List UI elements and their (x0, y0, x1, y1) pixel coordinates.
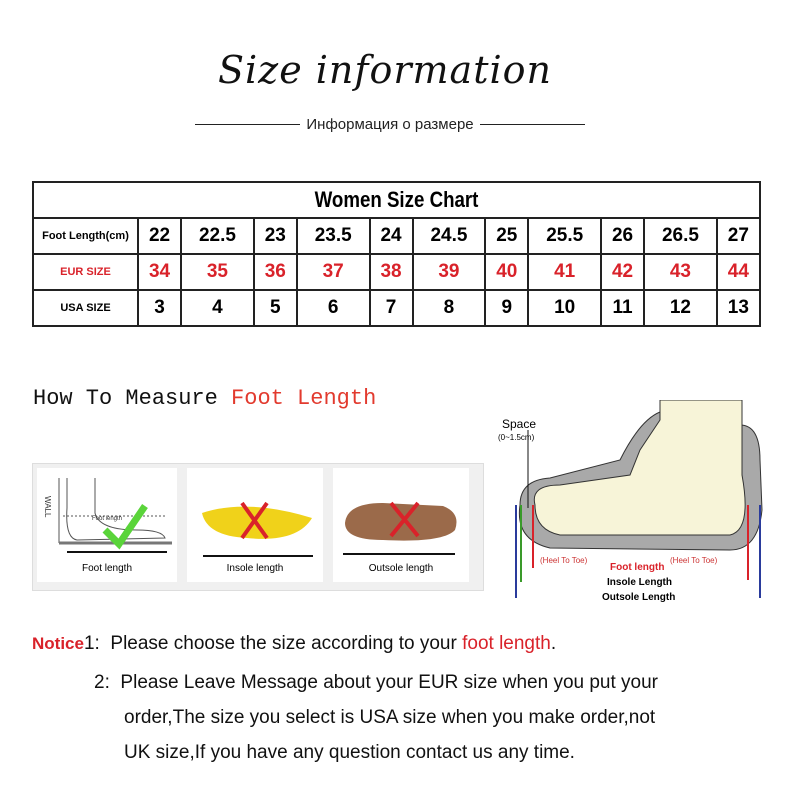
method-caption: Foot length (81, 563, 133, 574)
table-cell: 39 (411, 253, 487, 291)
table-cell: 43 (643, 253, 718, 291)
row-header: EUR SIZE (32, 253, 139, 291)
method-foot-length: WALL Foot length Foot length (37, 468, 177, 582)
row-header: Foot Length(cm) (32, 217, 139, 255)
table-cell: 27 (715, 217, 762, 255)
insole-illustration (202, 501, 313, 557)
subtitle-text: Информация о размере (306, 116, 474, 133)
foot-shape (533, 400, 746, 536)
insole-length-label: Insole Length (607, 577, 672, 588)
method-insole-length: Insole length (187, 468, 323, 582)
table-cell: 34 (136, 253, 183, 291)
measure-prefix: How To Measure (33, 386, 232, 411)
note-text: Please choose the size according to your (110, 633, 463, 654)
table-cell: 25 (484, 217, 530, 255)
table-cell: 44 (715, 253, 762, 291)
divider (479, 124, 585, 125)
method-outsole-length: Outsole length (333, 468, 469, 582)
methods-panel: WALL Foot length Foot length Insole leng… (32, 463, 484, 591)
space-range-label: (0~1.5cm) (498, 433, 535, 442)
table-cell: 36 (252, 253, 298, 291)
note-text: UK size,If you have any question contact… (124, 742, 575, 763)
table-row: Foot Length(cm) 22 22.5 23 23.5 24 24.5 25 25.5 2… (32, 217, 762, 255)
page-title: Size information (218, 48, 552, 92)
subtitle: Информация о размере (195, 116, 585, 133)
notice-label: Notice (32, 634, 84, 653)
heel-to-toe-label: (Heel To Toe) (670, 556, 718, 565)
method-caption: Insole length (226, 563, 284, 574)
row-header: USA SIZE (32, 289, 139, 327)
note-highlight: foot length (462, 633, 551, 654)
table-cell: 22 (136, 217, 183, 255)
table-cell: 37 (295, 253, 371, 291)
notice-line-1: Notice1: Please choose the size accordin… (32, 633, 556, 655)
space-label: Space (502, 417, 536, 431)
table-cell: 8 (411, 289, 487, 327)
table-cell: 22.5 (180, 217, 255, 255)
divider (195, 124, 301, 125)
table-cell: 26 (599, 217, 646, 255)
table-cell: 26.5 (643, 217, 718, 255)
table-cell: 24 (368, 217, 414, 255)
cross-icon (389, 501, 420, 538)
table-row: EUR SIZE 34 35 36 37 38 39 40 41 42 43 44 (32, 253, 762, 291)
table-title-text: Women Size Chart (314, 187, 479, 212)
wall-label: WALL (43, 496, 52, 518)
table-cell: 35 (180, 253, 255, 291)
table-cell: 10 (527, 289, 602, 327)
table-cell: 6 (295, 289, 371, 327)
table-cell: 3 (136, 289, 183, 327)
cross-icon (240, 501, 269, 540)
table-cell: 9 (484, 289, 530, 327)
table-cell: 42 (599, 253, 646, 291)
measure-highlight: Foot Length (231, 386, 377, 411)
table-cell: 11 (599, 289, 646, 327)
outsole-length-label: Outsole Length (602, 592, 675, 603)
method-caption: Outsole length (368, 563, 434, 574)
heel-to-toe-label: (Heel To Toe) (540, 556, 588, 565)
table-cell: 12 (643, 289, 718, 327)
table-cell: 5 (252, 289, 298, 327)
table-cell: 38 (368, 253, 414, 291)
table-cell: 7 (368, 289, 414, 327)
note-text: order,The size you select is USA size wh… (124, 707, 656, 728)
check-icon (102, 504, 148, 550)
foot-length-label: Foot length (610, 562, 664, 573)
note-number: 1: (83, 633, 100, 654)
table-title: Women Size Chart (32, 181, 761, 219)
outsole-illustration (343, 501, 457, 555)
note-number: 2: (94, 672, 110, 693)
table-cell: 23 (252, 217, 298, 255)
table-cell: 13 (715, 289, 762, 327)
inner-label: Foot length (92, 516, 122, 522)
table-cell: 25.5 (527, 217, 602, 255)
shoe-diagram: Space (0~1.5cm) (Heel To Toe) (Heel To T… (498, 400, 763, 603)
measure-heading: How To Measure Foot Length (33, 386, 376, 411)
table-cell: 4 (180, 289, 255, 327)
table-cell: 41 (527, 253, 602, 291)
foot-wall-illustration: WALL Foot length (43, 478, 172, 553)
notice-line-2: 2: Please Leave Message about your EUR s… (94, 672, 658, 694)
table-cell: 24.5 (411, 217, 487, 255)
table-cell: 23.5 (295, 217, 371, 255)
table-cell: 40 (484, 253, 530, 291)
size-chart-table: Women Size Chart Foot Length(cm) 22 22.5 23… (32, 181, 762, 327)
note-text: . (550, 633, 557, 654)
table-row: USA SIZE 3 4 5 6 7 8 9 10 11 12 13 (32, 289, 762, 327)
note-text: Please Leave Message about your EUR size… (120, 672, 659, 693)
